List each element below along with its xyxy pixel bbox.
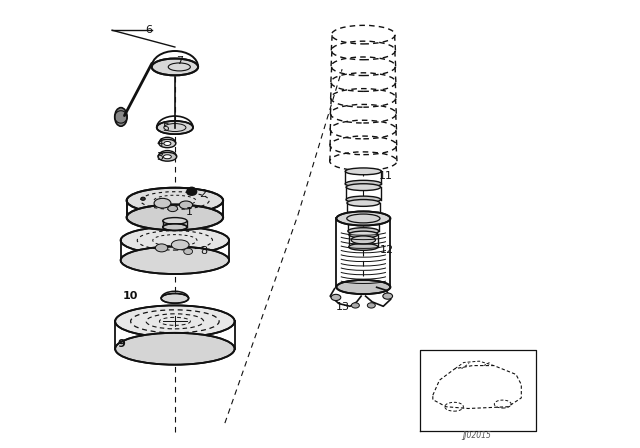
- Ellipse shape: [331, 294, 340, 301]
- Text: 11: 11: [378, 171, 392, 181]
- Ellipse shape: [347, 212, 380, 219]
- Ellipse shape: [163, 155, 172, 159]
- Ellipse shape: [337, 280, 390, 294]
- Ellipse shape: [163, 218, 187, 224]
- Ellipse shape: [348, 215, 379, 222]
- Ellipse shape: [115, 108, 127, 126]
- Ellipse shape: [127, 188, 223, 213]
- Text: 7: 7: [176, 56, 183, 66]
- Ellipse shape: [141, 197, 145, 200]
- Text: 2: 2: [199, 189, 206, 199]
- Text: 6: 6: [145, 25, 152, 35]
- Ellipse shape: [168, 206, 177, 211]
- Text: 13: 13: [336, 302, 350, 312]
- Ellipse shape: [346, 184, 381, 190]
- Ellipse shape: [348, 228, 379, 235]
- Ellipse shape: [121, 246, 229, 274]
- Ellipse shape: [184, 248, 193, 254]
- Ellipse shape: [161, 293, 189, 303]
- Text: 1: 1: [186, 207, 193, 217]
- Ellipse shape: [115, 306, 235, 337]
- Text: 9: 9: [118, 339, 125, 349]
- Text: 3: 3: [156, 152, 163, 162]
- Ellipse shape: [127, 205, 223, 230]
- Ellipse shape: [351, 303, 360, 308]
- Ellipse shape: [121, 227, 229, 254]
- Text: 10: 10: [123, 291, 138, 301]
- Ellipse shape: [159, 139, 176, 148]
- Ellipse shape: [154, 198, 171, 208]
- Text: 4: 4: [156, 138, 163, 148]
- Text: 8: 8: [200, 246, 207, 256]
- Ellipse shape: [347, 199, 380, 207]
- Ellipse shape: [383, 293, 392, 299]
- Ellipse shape: [179, 201, 193, 209]
- Ellipse shape: [163, 224, 187, 230]
- Ellipse shape: [345, 168, 381, 175]
- Ellipse shape: [187, 189, 196, 195]
- Ellipse shape: [349, 244, 378, 250]
- Ellipse shape: [337, 211, 390, 225]
- Ellipse shape: [164, 142, 171, 146]
- Ellipse shape: [115, 333, 235, 365]
- Ellipse shape: [156, 244, 168, 252]
- Ellipse shape: [349, 231, 378, 238]
- Ellipse shape: [152, 59, 198, 75]
- Ellipse shape: [345, 181, 381, 187]
- Ellipse shape: [367, 303, 375, 308]
- Ellipse shape: [157, 121, 193, 134]
- Ellipse shape: [172, 240, 189, 250]
- Text: JJ02015: JJ02015: [463, 431, 492, 440]
- Text: 5: 5: [163, 123, 170, 133]
- Ellipse shape: [346, 196, 381, 203]
- Text: 12: 12: [380, 245, 394, 254]
- Ellipse shape: [158, 152, 177, 161]
- Ellipse shape: [351, 236, 376, 244]
